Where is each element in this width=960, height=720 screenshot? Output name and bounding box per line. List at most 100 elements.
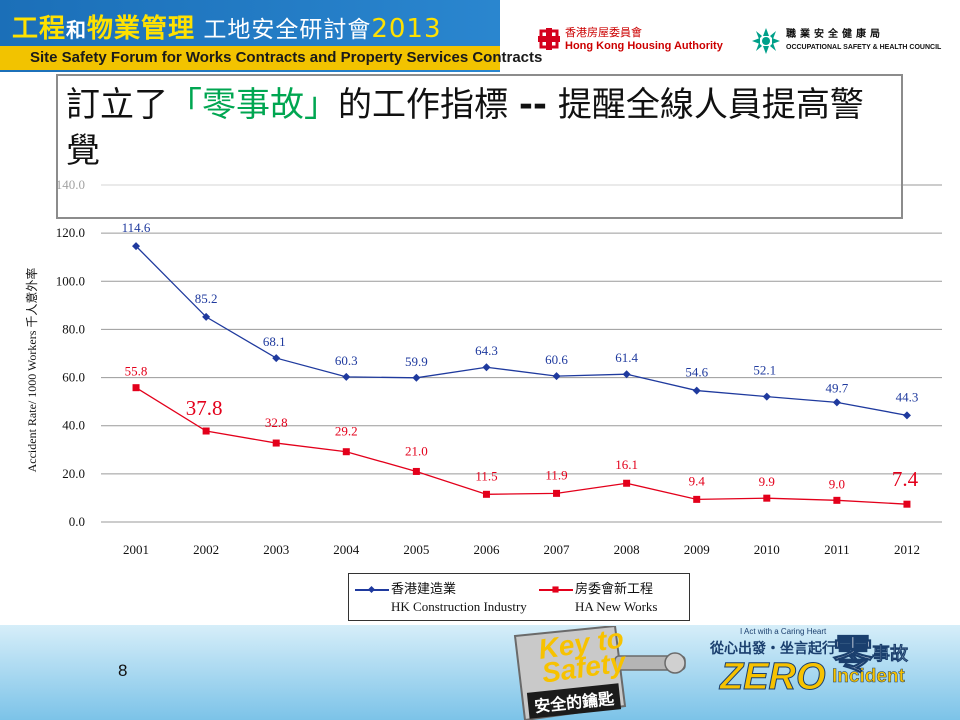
housing-authority-name-en: Hong Kong Housing Authority (565, 40, 723, 52)
slide-title: 訂立了「零事故」的工作指標 -- 提醒全線人員提高警覺 (66, 82, 896, 174)
caring-heart-zh: 從心出發・坐言起行 (710, 641, 836, 657)
forum-subtitle: Site Safety Forum for Works Contracts an… (30, 49, 543, 66)
chart-legend: 香港建造業 HK Construction Industry 房委會新工程 HA… (348, 573, 690, 621)
data-point-marker (622, 370, 631, 379)
legend-label-series2-zh: 房委會新工程 (575, 582, 654, 597)
slide-title-pre: 訂立了 (66, 85, 168, 125)
data-label: 9.9 (759, 474, 775, 489)
diamond-marker-icon (368, 585, 375, 593)
x-tick-label: 2001 (123, 542, 149, 557)
y-tick-label: 60.0 (62, 370, 85, 385)
slide-title-dash: -- (518, 85, 548, 125)
data-point-marker (412, 373, 421, 382)
data-label: 59.9 (405, 354, 428, 369)
data-label: 9.0 (829, 476, 845, 491)
data-label: 85.2 (195, 291, 218, 306)
key-to-safety-text: Key to Safety (537, 622, 628, 688)
data-label: 37.8 (186, 396, 223, 420)
data-label: 21.0 (405, 443, 428, 458)
legend-line-series1 (355, 585, 389, 593)
oshc-name: 職業安全健康局 OCCUPATIONAL SAFETY & HEALTH COU… (786, 28, 941, 54)
data-point-marker (693, 495, 701, 503)
data-point-marker (342, 448, 350, 456)
data-point-marker (832, 398, 841, 407)
data-labels: 114.6 85.2 68.1 60.3 59.9 64.3 60.6 61.4 54.6 52.… (122, 220, 919, 491)
data-point-marker (202, 312, 211, 321)
data-label: 55.8 (125, 364, 148, 379)
slide-title-mid: 的工作指標 (338, 85, 519, 125)
y-tick-label: 0.0 (69, 514, 85, 529)
data-label: 61.4 (615, 350, 638, 365)
data-point-marker (552, 372, 561, 381)
legend-label-series1-zh: 香港建造業 (391, 582, 457, 597)
oshc-name-zh: 職業安全健康局 (786, 29, 884, 40)
data-label: 29.2 (335, 424, 358, 439)
footer-background (0, 625, 960, 720)
data-point-marker (553, 489, 561, 497)
y-tick-label: 120.0 (56, 225, 85, 240)
data-label: 16.1 (615, 457, 638, 472)
data-label: 32.8 (265, 415, 288, 430)
oshc-logo-icon (752, 28, 780, 54)
legend-label-series2-en: HA New Works (575, 599, 658, 614)
data-label: 11.9 (545, 467, 567, 482)
data-label: 52.1 (753, 363, 776, 378)
x-tick-label: 2008 (614, 542, 640, 557)
legend-item-hk-construction: 香港建造業 HK Construction Industry (355, 578, 527, 615)
slide-title-highlight: 「零事故」 (168, 85, 338, 125)
square-marker-icon (552, 585, 559, 593)
legend-line-series2 (539, 585, 573, 593)
x-tick-label: 2010 (754, 542, 780, 557)
data-point-marker (833, 496, 841, 504)
data-label: 9.4 (689, 473, 706, 488)
data-point-marker (482, 490, 490, 498)
shigu-zh: 事故 (872, 644, 909, 666)
forum-title-part1: 工程 (12, 14, 67, 44)
incident-text: Incident (832, 666, 905, 687)
forum-title-year: 2013 (371, 14, 442, 44)
data-label: 60.3 (335, 353, 358, 368)
forum-title-part3: 物業管理 (87, 14, 196, 44)
x-tick-label: 2004 (333, 542, 360, 557)
y-tick-label: 20.0 (62, 466, 85, 481)
page-number: 8 (118, 661, 128, 680)
x-tick-label: 2003 (263, 542, 289, 557)
housing-authority-name-zh: 香港房屋委員會 (565, 27, 642, 39)
data-point-marker (482, 363, 491, 372)
data-point-marker (762, 392, 771, 401)
data-label: 114.6 (122, 220, 151, 235)
x-tick-label: 2009 (684, 542, 710, 557)
data-point-marker (623, 479, 631, 487)
legend-item-ha-new-works: 房委會新工程 HA New Works (539, 578, 658, 615)
data-point-marker (902, 411, 911, 420)
x-tick-label: 2007 (544, 542, 571, 557)
series-line-1 (135, 387, 907, 505)
data-label: 49.7 (826, 380, 849, 395)
data-point-marker (272, 354, 281, 363)
y-tick-label: 40.0 (62, 418, 85, 433)
x-axis-ticks: 2001 2002 2003 2004 2005 2006 2007 2008 2009 2010… (123, 542, 920, 557)
zero-char-zh: 零 (833, 632, 874, 679)
data-point-marker (272, 439, 280, 447)
data-label: 11.5 (475, 468, 497, 483)
data-point-marker (412, 467, 420, 475)
forum-subtitle-bar: Site Safety Forum for Works Contracts an… (0, 46, 542, 70)
x-tick-label: 2011 (824, 542, 850, 557)
data-point-marker (763, 494, 771, 502)
slide-header: 工程和物業管理 工地安全研討會2013 Site Safety Forum fo… (0, 0, 960, 72)
data-point-marker (903, 500, 911, 508)
housing-authority-name: 香港房屋委員會 Hong Kong Housing Authority (565, 27, 723, 53)
legend-label-series1-en: HK Construction Industry (391, 599, 527, 614)
data-label: 7.4 (892, 467, 919, 491)
x-tick-label: 2002 (193, 542, 219, 557)
data-label: 54.6 (685, 365, 708, 380)
chart-series (132, 242, 911, 508)
data-label: 64.3 (475, 343, 498, 358)
chart-gridlines (101, 184, 942, 523)
data-label: 68.1 (263, 334, 286, 349)
forum-title-part2: 和 (66, 18, 88, 42)
slide-title-box (56, 74, 903, 219)
x-tick-label: 2005 (403, 542, 429, 557)
data-label: 44.3 (896, 389, 919, 404)
